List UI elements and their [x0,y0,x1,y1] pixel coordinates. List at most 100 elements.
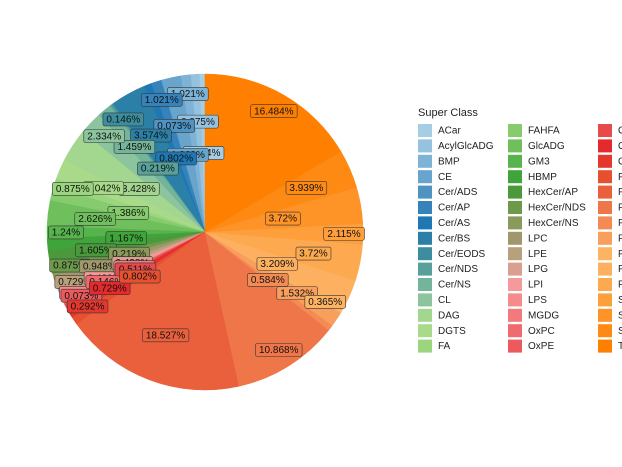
legend-swatch [598,170,612,184]
legend-label: OxPG [618,126,622,137]
data-label: 3.939% [289,183,323,194]
data-label: 0.875% [53,261,87,272]
legend-label: ACar [438,126,461,137]
label-box [247,273,289,287]
data-label: 1.605% [79,245,113,256]
label-box [265,211,301,226]
pie-slice [204,73,342,233]
data-label: 2.115% [327,229,360,240]
label-box [66,299,109,314]
legend-swatch [418,216,432,230]
label-box [255,343,303,357]
legend-title: Super Class [418,107,478,119]
legend-swatch [598,308,612,322]
label-box [285,180,328,195]
data-label: 0.584% [251,275,285,286]
data-label: 0.073% [64,291,98,302]
legend-swatch [598,324,612,338]
legend-swatch [508,324,522,338]
data-label: 0.146% [106,115,140,126]
label-box [113,140,156,154]
data-label: 0.802% [123,272,157,283]
legend-swatch [598,231,612,245]
legend-label: FA [438,341,451,352]
legend-label: SQDG [618,326,622,337]
legend-swatch [508,262,522,276]
legend-swatch [508,231,522,245]
label-box [141,93,183,107]
data-label: 0.292% [71,302,105,313]
data-label: 18.527% [146,330,186,341]
data-label: 0.219% [112,249,146,260]
label-box [137,161,179,176]
legend-swatch [508,278,522,291]
legend-label: GlcADG [528,141,565,152]
label-box [89,281,131,295]
legend-label: Cer/ADS [438,187,478,198]
data-label: 2.334% [87,131,121,142]
legend-label: AcylGlcADG [438,141,494,152]
legend-label: OxPE [528,341,554,352]
legend-label: LPI [528,280,543,291]
legend-swatch [418,185,432,199]
legend-label: CL [438,295,451,306]
label-box [119,269,161,284]
legend-label: HexCer/AP [528,187,578,198]
data-label: 3.574% [134,131,168,142]
legend-swatch [418,308,432,322]
label-box [323,226,365,241]
data-label: 0.875% [181,117,215,128]
legend-swatch [418,339,432,353]
data-label: 0.802% [159,154,193,165]
legend-label: Cer/BS [438,233,471,244]
data-label: 0.365% [308,297,342,308]
legend-swatch [418,154,432,168]
legend-label: OxPC [528,326,555,337]
legend-swatch [418,170,432,184]
legend-swatch [598,185,612,199]
legend-label: Cer/EODS [438,249,486,260]
legend-label: Cer/AS [438,218,471,229]
data-label: 2.042% [86,183,120,194]
legend-label: PS [618,280,622,291]
label-box [74,212,116,226]
legend-swatch [418,231,432,245]
legend-label: TAG [618,341,622,352]
data-label: 3.72% [299,249,327,260]
legend-label: PA [618,172,622,183]
data-label: 0.073% [157,121,191,132]
pie-slice [76,231,240,391]
label-box [102,112,145,127]
data-label: 1.24% [52,228,80,239]
label-box [48,225,84,240]
legend-swatch [598,293,612,307]
label-box [256,256,299,271]
legend-swatch [418,124,432,137]
legend-swatch [598,154,612,168]
legend-label: HBMP [528,172,557,183]
legend-swatch [508,185,522,199]
label-box [105,231,147,246]
legend-swatch [418,278,432,291]
legend-swatch [508,308,522,322]
legend-swatch [598,247,612,261]
legend-label: PMeOH [618,264,622,275]
legend-label: DAG [438,310,460,321]
legend-swatch [598,339,612,353]
legend-swatch [508,139,522,153]
legend-swatch [418,293,432,307]
data-label: 0.219% [141,164,175,175]
legend-swatch [508,339,522,353]
legend-label: SM [618,310,622,321]
legend-swatch [598,278,612,291]
legend-label: FAHFA [528,126,560,137]
legend-swatch [418,201,432,214]
data-label: 0.729% [58,277,92,288]
legend-label: LPC [528,233,547,244]
legend-label: Cer/NS [438,280,471,291]
legend-swatch [508,247,522,261]
data-label: 2.626% [78,214,112,225]
legend-label: PEtOH [618,218,622,229]
legend-label: PE [618,203,622,214]
legend-label: Cer/AP [438,203,471,214]
